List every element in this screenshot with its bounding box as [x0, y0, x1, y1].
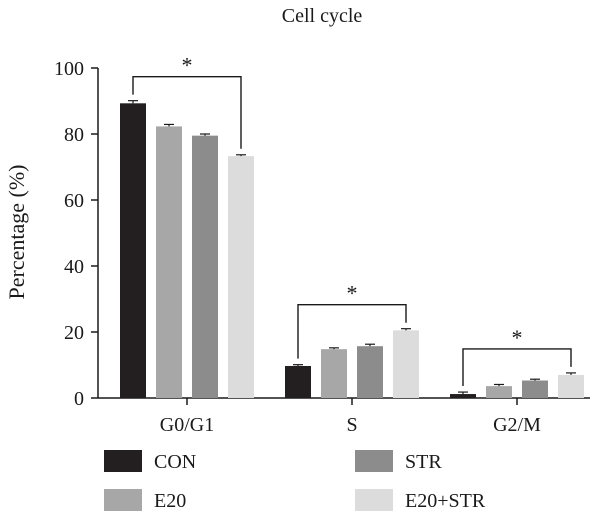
- bar: [558, 374, 584, 398]
- bar: [357, 346, 383, 398]
- legend-swatch: [104, 489, 142, 511]
- significance-label: *: [512, 325, 523, 350]
- y-tick-label: 0: [74, 388, 84, 410]
- y-tick-label: 40: [64, 256, 84, 278]
- legend-label: E20+STR: [405, 490, 486, 512]
- significance-bracket: [462, 348, 572, 387]
- bar: [228, 156, 254, 398]
- significance-label: *: [347, 281, 358, 306]
- significance-label: *: [182, 53, 193, 78]
- bar: [486, 386, 512, 398]
- y-tick-label: 80: [64, 124, 84, 146]
- legend-swatch: [355, 450, 393, 472]
- y-tick-label: 100: [54, 58, 84, 80]
- bar: [156, 126, 182, 398]
- x-tick-label: G0/G1: [160, 414, 214, 436]
- bar: [120, 103, 146, 398]
- x-tick-label: G2/M: [493, 414, 541, 436]
- plot-area: 0 20 40 60 80 100 G0/G1 S G2/M * * *: [54, 53, 590, 436]
- bar: [450, 394, 476, 398]
- legend-swatch: [355, 489, 393, 511]
- legend: CON STR E20 E20+STR: [104, 450, 486, 512]
- significance-bracket: [132, 75, 242, 149]
- chart-title: Cell cycle: [282, 5, 363, 27]
- legend-swatch: [104, 450, 142, 472]
- bar: [321, 349, 347, 398]
- legend-label: STR: [405, 451, 442, 473]
- bar: [393, 330, 419, 398]
- legend-label: CON: [154, 451, 196, 473]
- significance-bracket: [297, 304, 407, 359]
- y-axis-label: Percentage (%): [4, 165, 29, 300]
- bar: [192, 135, 218, 398]
- legend-label: E20: [154, 490, 186, 512]
- x-tick-label: S: [346, 414, 357, 436]
- y-tick-label: 20: [64, 322, 84, 344]
- bar: [285, 365, 311, 398]
- y-tick-label: 60: [64, 190, 84, 212]
- bar: [522, 380, 548, 398]
